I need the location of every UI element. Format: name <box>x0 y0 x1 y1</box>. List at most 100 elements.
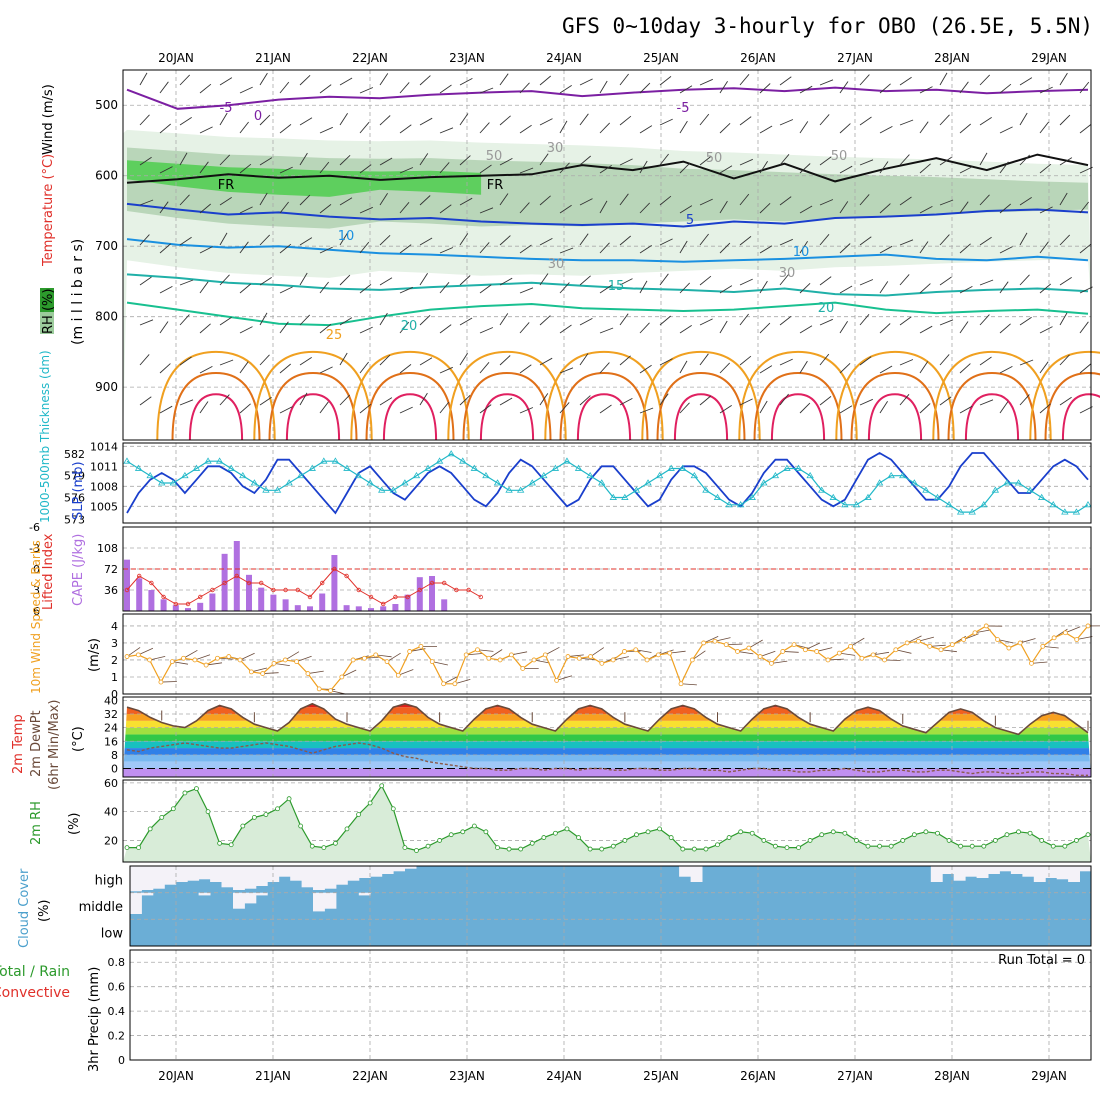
rh2m-marker <box>1062 843 1068 849</box>
thickness-marker <box>794 464 803 471</box>
thickness-marker <box>366 479 374 486</box>
thickness-marker <box>169 479 178 486</box>
wind-barb <box>359 87 374 94</box>
cape-bar <box>221 553 228 611</box>
wind10m-marker <box>294 659 299 665</box>
thickness-marker <box>123 457 131 464</box>
wind-barb <box>979 279 994 286</box>
wind-barb <box>1059 312 1068 326</box>
wind-barb <box>599 122 611 134</box>
warm-contour <box>350 350 470 441</box>
wind-barb <box>899 274 910 286</box>
rh2m-marker <box>1027 830 1033 836</box>
li-marker <box>454 587 459 593</box>
thickness-marker <box>563 457 571 464</box>
rh2m-marker <box>309 843 315 849</box>
wind-barb <box>879 323 891 334</box>
wind-barb <box>999 323 1011 334</box>
wind10m-marker <box>802 647 808 653</box>
wind-barb <box>739 193 750 206</box>
wind-barb <box>779 273 790 286</box>
thickness-marker <box>748 493 756 500</box>
wind10m-marker <box>995 637 1000 642</box>
wind10m-marker <box>746 645 752 651</box>
warm-contour <box>253 350 373 441</box>
wind-barb <box>759 83 771 94</box>
wind-barb <box>1059 396 1072 406</box>
rh2m-marker <box>1074 838 1079 843</box>
wind-barb <box>599 200 608 214</box>
wind10m-marker <box>757 654 763 659</box>
wind-barb <box>479 242 490 254</box>
wind-barb <box>899 119 914 126</box>
wind-barb <box>279 321 289 334</box>
warm-contour <box>947 372 1037 441</box>
wind-barb <box>519 82 530 94</box>
wind-barb <box>519 167 534 174</box>
thickness-marker <box>412 471 421 479</box>
cloud-cell <box>324 866 337 889</box>
cloud-level-label: middle <box>79 900 123 915</box>
wind-barb <box>799 85 813 94</box>
wind-barb <box>299 194 311 206</box>
wind-barb <box>599 404 612 414</box>
wind10m-marker <box>961 637 967 642</box>
cape-bar <box>307 606 313 611</box>
temp-band <box>123 741 1091 749</box>
temp-tick: 40 <box>104 694 118 707</box>
wind-barb-10m <box>895 649 912 654</box>
wind-barb <box>519 202 530 214</box>
temp-band <box>123 761 1091 769</box>
wind-barb <box>459 78 473 86</box>
cloud-cell <box>381 866 394 874</box>
wind-barb <box>559 247 574 254</box>
wind10m-marker <box>158 679 164 685</box>
temp-band <box>123 754 1091 762</box>
wind-barb <box>219 197 232 206</box>
wind-barb <box>379 312 388 326</box>
wind-barb <box>459 113 469 126</box>
cape-bar <box>294 605 301 611</box>
wind-barb <box>899 359 914 366</box>
wind-barb <box>719 81 728 94</box>
wind-barb <box>779 393 789 406</box>
wind-barb <box>439 324 452 334</box>
wind10m-marker <box>610 657 616 663</box>
cloud-grid <box>130 866 1091 946</box>
lifted-index-line <box>126 568 482 605</box>
wind-barb <box>359 326 373 334</box>
cloud-cell <box>301 866 314 888</box>
wind-barb <box>259 312 268 326</box>
wind-barb <box>579 318 593 326</box>
wind-barb <box>819 276 832 286</box>
temp-band <box>123 727 1091 735</box>
wind-barb <box>679 240 688 254</box>
wind-barb-10m <box>511 651 528 656</box>
wind10m-marker <box>475 647 480 653</box>
wind-barb <box>499 355 511 366</box>
wind-barb-10m <box>726 643 743 646</box>
li-marker <box>320 580 325 586</box>
wind-barb <box>859 236 872 246</box>
wind10m-marker <box>848 643 853 649</box>
wind10m-marker <box>407 649 413 654</box>
wind-barb <box>279 166 293 174</box>
wind-barb <box>819 234 830 246</box>
contour-label: -5 <box>220 101 233 116</box>
cape-bar <box>136 578 143 611</box>
wind-barb <box>299 74 311 86</box>
wind-barb <box>179 399 194 406</box>
cape-bar <box>124 559 130 611</box>
contour-labels: -5 0 -5 FR FR 5 10 10 15 20 20 25 50 30 50 30 50 30 <box>218 101 848 343</box>
wind-barb <box>819 396 832 406</box>
cloud-cell <box>255 892 268 896</box>
rh2m-marker <box>749 830 755 836</box>
wind-barb <box>799 163 811 174</box>
wind-barb <box>799 360 808 374</box>
wind-barb <box>879 126 893 134</box>
thickness-marker <box>1026 486 1034 493</box>
cloud-cell <box>690 866 703 882</box>
pressure-tick-label: 500 <box>95 98 118 112</box>
wind-barb <box>719 165 733 174</box>
pressure-tick-label: 800 <box>95 310 118 324</box>
